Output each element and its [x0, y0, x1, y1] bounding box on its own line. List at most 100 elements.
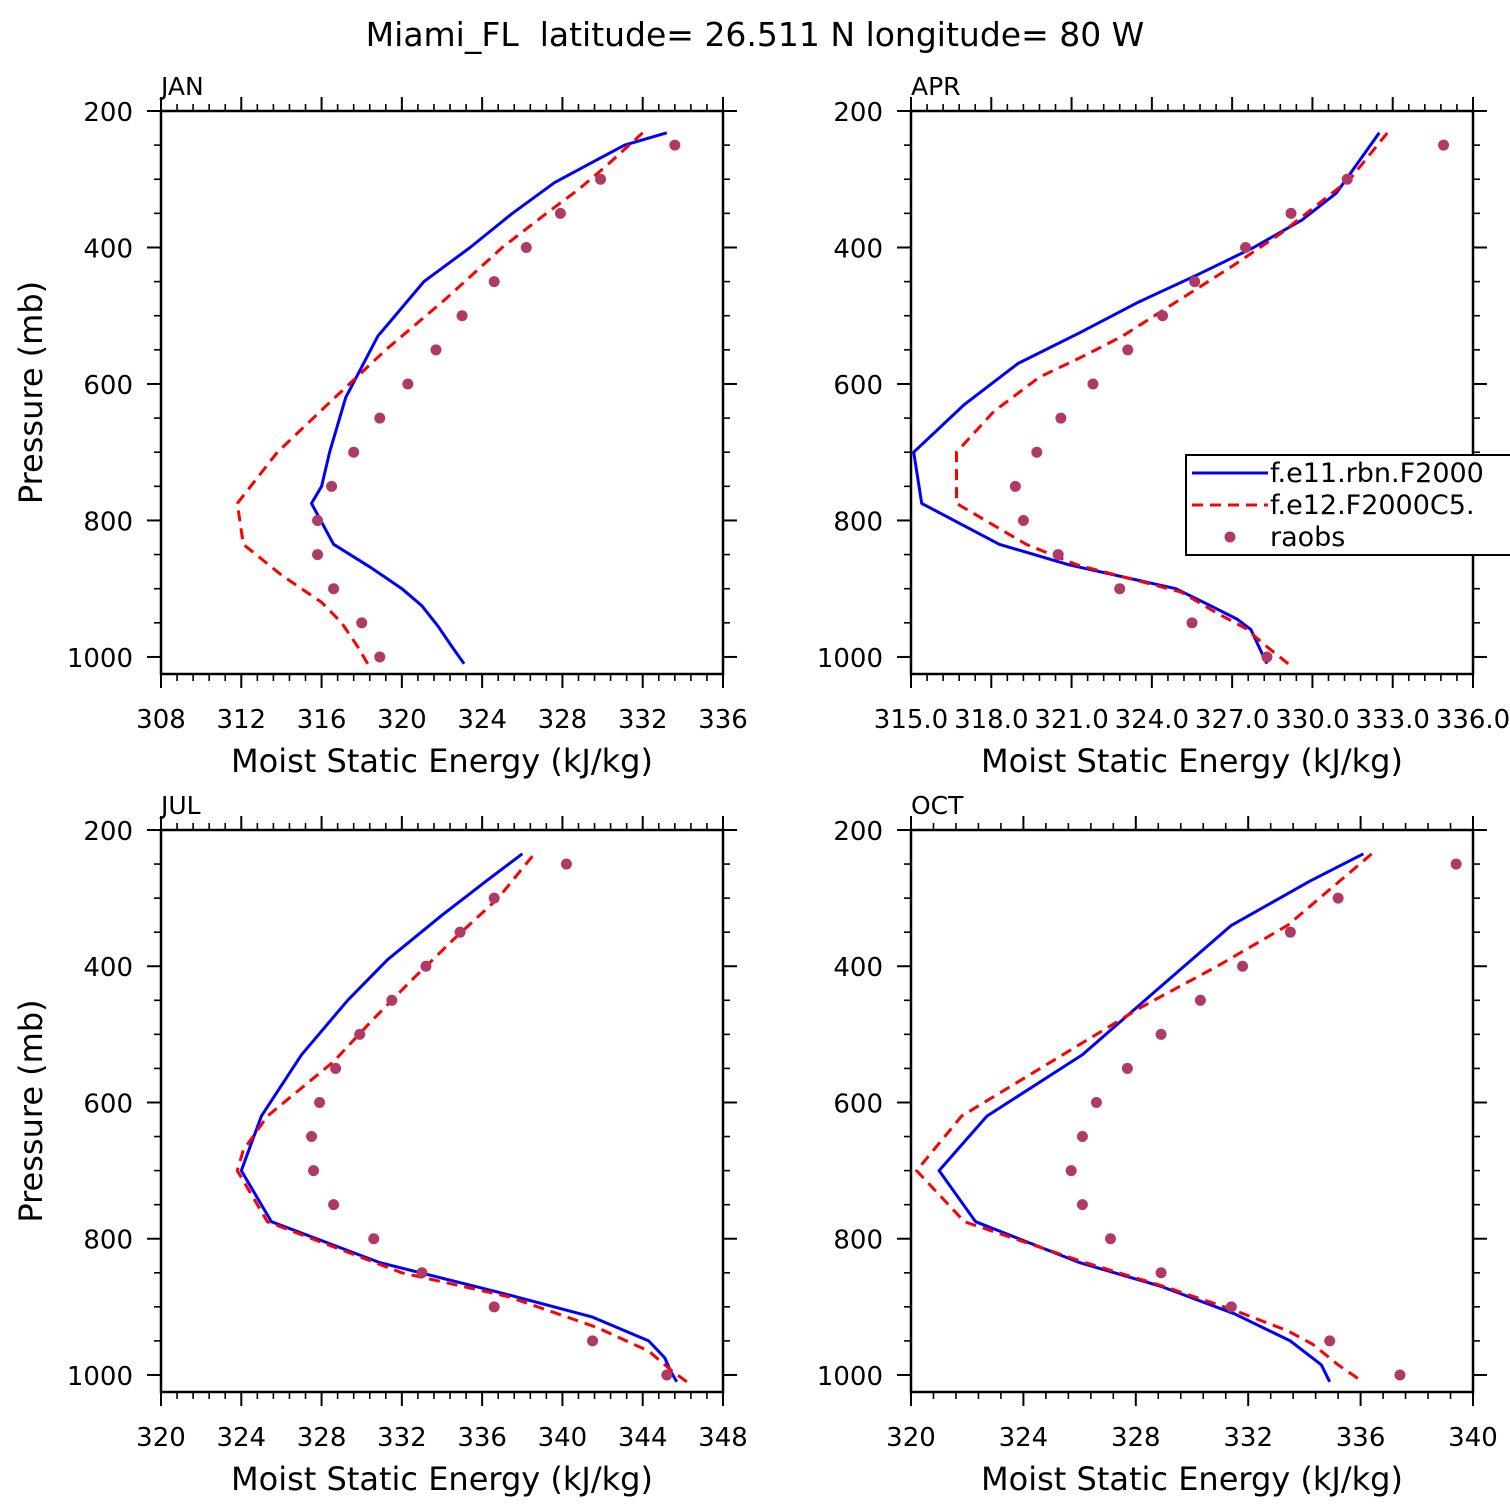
- y-tick-label: 800: [83, 1226, 133, 1256]
- raobs-point: [1155, 1267, 1167, 1279]
- panel-label: JUL: [159, 791, 201, 820]
- raobs-point: [374, 651, 386, 663]
- raobs-point: [1284, 926, 1296, 938]
- x-axis-label: Moist Static Energy (kJ/kg): [231, 742, 653, 780]
- series-line-dashed: [915, 852, 1373, 1380]
- x-tick-label: 328: [1111, 1423, 1161, 1453]
- raobs-point: [1324, 1335, 1336, 1347]
- x-tick-label: 336: [457, 1423, 507, 1453]
- y-tick-label: 400: [833, 234, 883, 264]
- x-tick-label: 320: [377, 705, 427, 735]
- y-tick-label: 800: [833, 1226, 883, 1256]
- raobs-point: [520, 241, 532, 253]
- series-line-dashed: [235, 131, 644, 665]
- panel-jul: 320 324 328 332 336 340 344 348 200 400 600 800 1000…: [12, 791, 748, 1498]
- x-tick-label: 327.0: [1195, 705, 1269, 735]
- raobs-point: [661, 1369, 673, 1381]
- raobs-point: [1055, 412, 1067, 424]
- x-tick-label: 328: [297, 1423, 347, 1453]
- y-tick-label: 200: [83, 98, 133, 128]
- raobs-point: [1017, 514, 1029, 526]
- x-tick-label: 324: [457, 705, 507, 735]
- plot-frame: [909, 828, 1475, 1394]
- series-line-dashed: [955, 131, 1389, 665]
- raobs-point: [1009, 480, 1021, 492]
- raobs-point: [420, 960, 432, 972]
- raobs-point: [328, 583, 340, 595]
- raobs-point: [1186, 617, 1198, 629]
- raobs-point: [356, 617, 368, 629]
- raobs-point: [1105, 1233, 1117, 1245]
- series-line-solid: [937, 852, 1365, 1383]
- y-tick-label: 400: [833, 953, 883, 983]
- raobs-point: [587, 1335, 599, 1347]
- raobs-point: [308, 1165, 320, 1177]
- x-axis-label: Moist Static Energy (kJ/kg): [231, 1460, 653, 1498]
- x-tick-label: 336: [1336, 1423, 1386, 1453]
- y-tick-label: 200: [833, 98, 883, 128]
- panel-label: JAN: [159, 72, 204, 101]
- y-tick-label: 600: [83, 371, 133, 401]
- x-tick-label: 324: [216, 1423, 266, 1453]
- raobs-point: [306, 1131, 318, 1143]
- raobs-point: [488, 1301, 500, 1313]
- legend-label: f.e12.F2000C5.: [1270, 490, 1475, 521]
- plot-frame: [159, 109, 725, 676]
- x-tick-label: 336.0: [1436, 705, 1510, 735]
- legend-label: raobs: [1270, 522, 1345, 553]
- x-tick-label: 318.0: [954, 705, 1028, 735]
- legend-label: f.e11.rbn.F2000: [1270, 458, 1484, 489]
- x-tick-label: 332: [1223, 1423, 1273, 1453]
- raobs-point: [1225, 1301, 1237, 1313]
- plot-area: [235, 852, 688, 1384]
- series-line-solid: [239, 852, 679, 1383]
- x-tick-label: 332: [618, 705, 668, 735]
- plot-area: [912, 131, 1450, 665]
- panel-jan: 308 312 316 320 324 328 332 336 200 400 600 800 1000…: [12, 72, 748, 780]
- raobs-point: [348, 446, 360, 458]
- raobs-point: [1240, 241, 1252, 253]
- x-axis-label: Moist Static Energy (kJ/kg): [981, 742, 1403, 780]
- y-tick-label: 1000: [817, 644, 883, 674]
- x-tick-label: 332: [377, 1423, 427, 1453]
- x-tick-label: 308: [136, 705, 186, 735]
- y-tick-label: 800: [833, 507, 883, 537]
- raobs-point: [1157, 310, 1169, 322]
- raobs-point: [1189, 276, 1201, 288]
- raobs-point: [456, 310, 468, 322]
- raobs-point: [326, 480, 338, 492]
- legend-marker-dot: [1224, 531, 1236, 543]
- raobs-point: [669, 139, 681, 151]
- y-tick-label: 600: [833, 371, 883, 401]
- raobs-point: [1076, 1199, 1088, 1211]
- raobs-point: [354, 1028, 366, 1040]
- raobs-point: [1450, 858, 1462, 870]
- panels-group: 308 312 316 320 324 328 332 336 200 400 600 800 1000…: [12, 72, 1510, 1498]
- raobs-point: [368, 1233, 380, 1245]
- y-tick-label: 1000: [67, 644, 133, 674]
- plot-area: [235, 131, 681, 665]
- panel-oct: 320 324 328 332 336 340 200 400 600 800 1000 OCT Moi…: [817, 791, 1498, 1498]
- x-axis-label: Moist Static Energy (kJ/kg): [981, 1460, 1403, 1498]
- x-tick-label: 348: [698, 1423, 748, 1453]
- x-tick-label: 320: [136, 1423, 186, 1453]
- x-tick-label: 324: [999, 1423, 1049, 1453]
- raobs-point: [1122, 344, 1134, 356]
- series-line-dashed: [235, 852, 688, 1384]
- raobs-point: [488, 892, 500, 904]
- raobs-point: [488, 276, 500, 288]
- raobs-point: [560, 858, 572, 870]
- plot-frame: [909, 109, 1475, 676]
- y-axis-label: Pressure (mb): [12, 281, 50, 504]
- raobs-point: [416, 1267, 428, 1279]
- raobs-point: [1341, 173, 1353, 185]
- raobs-point: [1261, 651, 1273, 663]
- raobs-point: [1090, 1096, 1102, 1108]
- y-tick-label: 1000: [817, 1362, 883, 1392]
- x-tick-label: 324.0: [1115, 705, 1189, 735]
- raobs-point: [312, 514, 324, 526]
- x-tick-label: 328: [538, 705, 588, 735]
